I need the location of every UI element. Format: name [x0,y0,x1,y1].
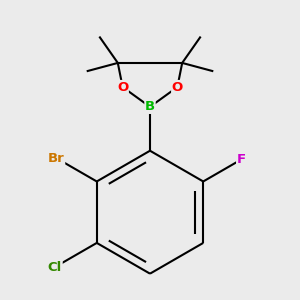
Text: F: F [237,153,246,166]
Text: Br: Br [48,152,64,164]
Text: Cl: Cl [48,261,62,274]
Text: O: O [117,81,128,94]
Text: O: O [172,81,183,94]
Text: B: B [145,100,155,113]
